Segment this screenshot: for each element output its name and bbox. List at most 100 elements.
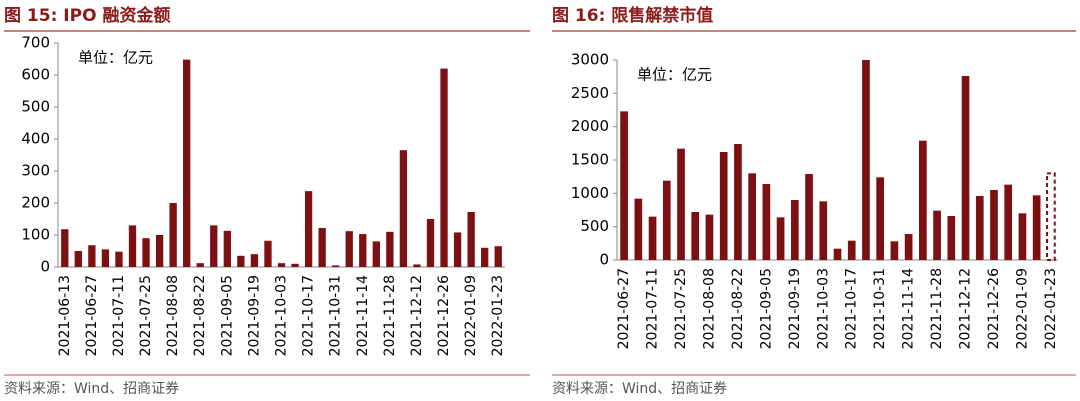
x-tick-label: 2022-01-09 (1014, 268, 1030, 349)
bar (142, 238, 150, 267)
bar (961, 76, 970, 260)
bar (101, 249, 110, 267)
bar (426, 219, 435, 267)
x-tick-label: 2022-01-23 (1043, 268, 1059, 349)
bar (467, 211, 475, 267)
y-tick-label: 300 (21, 162, 50, 180)
bar (88, 245, 96, 267)
bar (1046, 172, 1056, 261)
x-tick-label: 2021-10-03 (815, 268, 831, 349)
y-tick-label: 200 (21, 194, 50, 212)
x-tick-label: 2021-12-26 (986, 268, 1002, 349)
bar (691, 212, 700, 260)
bar (345, 231, 353, 267)
y-tick-label: 700 (21, 34, 50, 52)
x-tick-label: 2021-08-08 (701, 268, 717, 349)
bar (990, 190, 998, 260)
bar (359, 234, 367, 267)
bar (904, 234, 913, 260)
bar (748, 173, 756, 260)
bar (250, 254, 259, 267)
bar (890, 241, 899, 260)
bar (223, 230, 231, 267)
bar (115, 251, 123, 267)
bar (634, 198, 643, 260)
bar (919, 140, 927, 260)
bar (399, 150, 408, 267)
unit-note: 单位：亿元 (78, 49, 153, 67)
chart-title: 图 16: 限售解禁市值 (552, 5, 713, 26)
bar (819, 201, 828, 260)
bar (237, 255, 245, 267)
bar (318, 227, 326, 267)
bar (1032, 195, 1041, 260)
x-tick-label: 2021-12-12 (958, 268, 974, 349)
bar (494, 246, 502, 267)
x-tick-label: 2021-07-25 (138, 275, 154, 356)
bar (291, 263, 299, 267)
x-tick-label: 2021-12-12 (409, 275, 425, 356)
bar (805, 174, 813, 260)
x-tick-label: 2021-07-11 (111, 275, 127, 356)
y-tick-label: 1500 (571, 151, 609, 169)
y-tick-label: 100 (21, 226, 50, 244)
y-tick-label: 2000 (571, 117, 609, 135)
x-tick-label: 2021-10-03 (274, 275, 290, 356)
bar (1018, 213, 1027, 260)
x-tick-label: 2021-10-17 (844, 268, 860, 349)
bar (719, 152, 728, 260)
bar (61, 229, 69, 267)
x-tick-label: 2021-07-25 (673, 268, 689, 349)
x-tick-label: 2021-07-11 (645, 268, 661, 349)
bar (677, 148, 685, 260)
bar (169, 203, 177, 267)
x-tick-label: 2021-08-22 (192, 275, 208, 356)
y-tick-label: 2500 (571, 84, 609, 102)
x-tick-label: 2021-09-19 (246, 275, 262, 356)
source: 资料来源：Wind、招商证券 (552, 381, 727, 397)
bar (440, 68, 448, 267)
x-tick-label: 2021-10-31 (872, 268, 888, 349)
bar (776, 217, 785, 260)
x-tick-label: 2021-10-17 (301, 275, 317, 356)
x-tick-label: 2021-08-22 (730, 268, 746, 349)
bar (481, 247, 489, 267)
y-tick-label: 0 (40, 258, 50, 276)
y-tick-label: 1000 (571, 184, 609, 202)
bar (74, 251, 82, 267)
bar (210, 225, 218, 267)
y-tick-label: 500 (21, 98, 50, 116)
x-tick-label: 2021-11-14 (355, 275, 371, 356)
bar (128, 225, 137, 267)
x-tick-label: 2021-09-05 (758, 268, 774, 349)
x-tick-label: 2021-06-27 (616, 268, 632, 349)
bar (264, 240, 272, 267)
chart-title: 图 15: IPO 融资金额 (4, 5, 170, 26)
source: 资料来源：Wind、招商证券 (4, 381, 179, 397)
x-tick-label: 2021-12-26 (436, 275, 452, 356)
bar (876, 177, 885, 260)
bar (453, 232, 462, 267)
bar (372, 241, 380, 267)
bar (648, 216, 657, 260)
bar (933, 210, 941, 260)
x-tick-label: 2022-01-09 (463, 275, 479, 356)
x-tick-label: 2021-09-05 (219, 275, 235, 356)
y-tick-label: 500 (580, 217, 609, 235)
bar (762, 184, 771, 260)
unit-note: 单位：亿元 (637, 66, 712, 84)
x-tick-label: 2021-08-08 (165, 275, 181, 356)
bar (847, 240, 856, 260)
bar (277, 263, 286, 267)
bar (183, 59, 191, 267)
x-tick-label: 2021-09-19 (787, 268, 803, 349)
bar (947, 216, 956, 260)
x-tick-label: 2021-11-28 (929, 268, 945, 349)
x-tick-label: 2021-11-14 (901, 268, 917, 349)
bar (332, 265, 340, 267)
bar (734, 144, 742, 260)
x-tick-label: 2021-06-27 (84, 275, 100, 356)
bar (862, 60, 870, 260)
